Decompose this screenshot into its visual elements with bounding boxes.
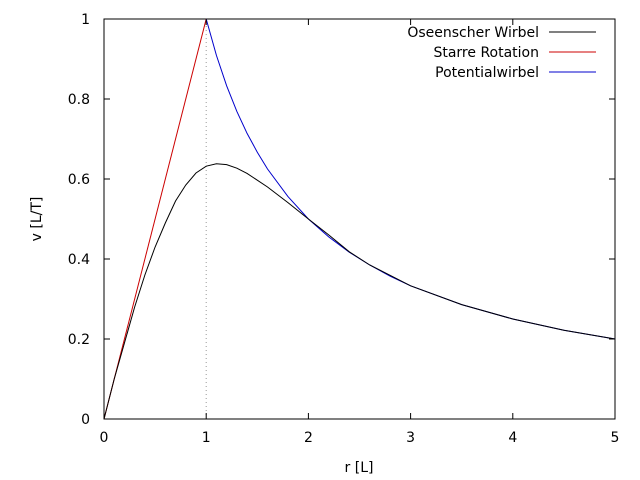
y-tick-label: 0.4 [68,252,90,268]
legend-label: Oseenscher Wirbel [407,25,539,41]
plot-frame [103,18,616,420]
y-tick-label: 1 [81,12,90,28]
plot-border [103,18,616,420]
x-tick-label: 0 [100,430,109,446]
series-layer [103,18,616,420]
ticks-layer: 0 1 2 3 4 5 0 0.2 0.4 0.6 0.8 1 [68,12,620,446]
legend-label: Starre Rotation [433,45,539,61]
x-axis-label: r [L] [345,460,374,476]
x-tick-label: 1 [202,430,211,446]
y-tick-label: 0 [81,412,90,428]
y-axis-label: v [L/T] [29,197,45,242]
x-tick-label: 2 [304,430,313,446]
series-line-0 [103,163,616,420]
legend: Oseenscher Wirbel Starre Rotation Potentia… [407,25,596,81]
x-tick-label: 5 [611,430,620,446]
legend-label: Potentialwirbel [435,65,539,81]
series-line-2 [205,18,616,340]
y-tick-label: 0.8 [68,92,90,108]
series-line-1 [103,18,207,420]
x-tick-label: 4 [508,430,517,446]
x-tick-label: 3 [406,430,415,446]
y-tick-label: 0.2 [68,332,90,348]
y-tick-label: 0.6 [68,172,90,188]
